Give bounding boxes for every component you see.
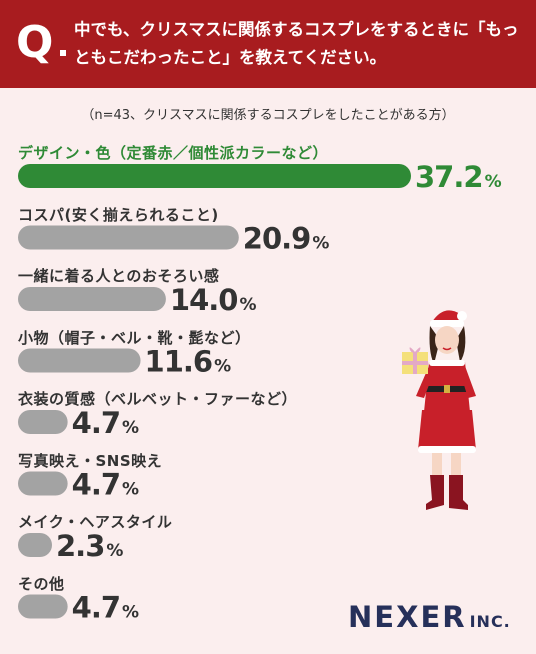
category-label: 衣装の質感（ベルベット・ファーなど） bbox=[18, 390, 298, 408]
question-header: Q 中でも、クリスマスに関係するコスプレをするときに「もっともこだわったこと」を… bbox=[0, 0, 536, 88]
bar bbox=[18, 164, 411, 188]
category-label: コスパ(安く揃えられること) bbox=[18, 205, 219, 224]
data-label: 4.7% bbox=[72, 591, 139, 625]
bar bbox=[18, 348, 141, 373]
bar bbox=[18, 225, 239, 250]
data-label: 14.0% bbox=[170, 283, 257, 317]
brand-suffix: INC. bbox=[469, 612, 511, 631]
nexer-logo: NEXER INC. bbox=[348, 600, 511, 634]
question-text: 中でも、クリスマスに関係するコスプレをするときに「もっともこだわったこと」を教え… bbox=[74, 20, 519, 67]
bar bbox=[18, 287, 166, 311]
bar bbox=[18, 410, 68, 434]
sample-note: （n=43、クリスマスに関係するコスプレをしたことがある方） bbox=[81, 108, 455, 123]
category-label: 一緒に着る人とのおそろい感 bbox=[18, 267, 220, 285]
q-mark: Q bbox=[16, 17, 54, 68]
santa-costume-illustration bbox=[402, 310, 476, 510]
bar bbox=[18, 594, 68, 619]
category-label: デザイン・色（定番赤／個性派カラーなど） bbox=[18, 144, 329, 162]
data-label: 2.3% bbox=[56, 529, 123, 563]
data-label: 37.2% bbox=[415, 160, 502, 194]
q-mark-dot bbox=[60, 50, 66, 56]
brand-name: NEXER bbox=[348, 600, 467, 634]
category-label: その他 bbox=[18, 574, 65, 593]
data-label: 11.6% bbox=[145, 345, 232, 379]
bar bbox=[18, 471, 68, 496]
data-label: 20.9% bbox=[243, 222, 330, 256]
data-label: 4.7% bbox=[72, 468, 139, 502]
category-label: メイク・ヘアスタイル bbox=[18, 513, 173, 531]
category-label: 写真映え・SNS映え bbox=[18, 451, 163, 470]
data-label: 4.7% bbox=[72, 406, 139, 440]
category-label: 小物（帽子・ベル・靴・髭など） bbox=[18, 328, 251, 347]
bar bbox=[18, 533, 52, 557]
